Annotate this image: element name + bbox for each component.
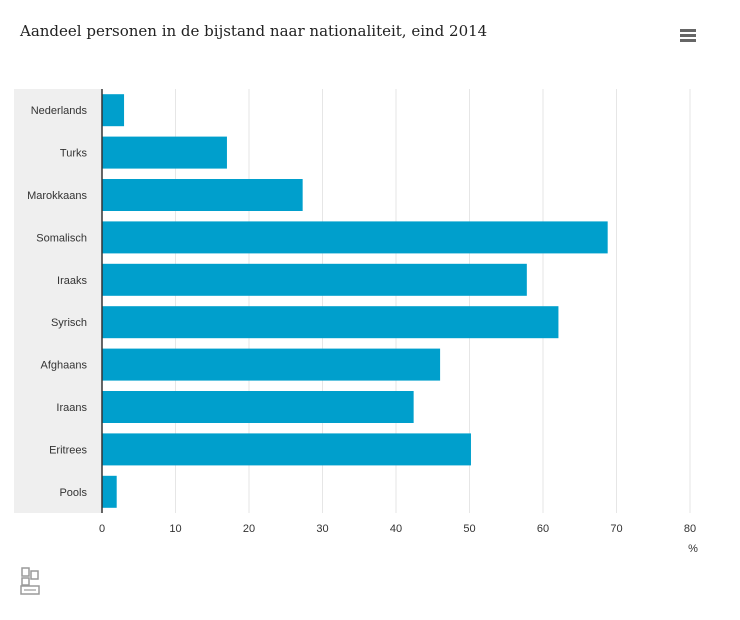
bars (102, 94, 608, 508)
bar-afghaans[interactable] (102, 348, 441, 381)
category-label: Eritrees (49, 444, 87, 456)
bar-iraaks[interactable] (102, 263, 527, 296)
category-label: Somalisch (36, 232, 87, 244)
x-tick-label: 0 (99, 523, 105, 535)
category-label: Afghaans (41, 360, 88, 372)
x-tick-labels: 0 10 20 30 40 50 60 70 80 (99, 523, 696, 535)
bar-marokkaans[interactable] (102, 179, 303, 211)
bar-iraans[interactable] (102, 391, 414, 423)
category-label: Turks (60, 148, 88, 160)
x-tick-label: 20 (243, 523, 255, 535)
x-tick-label: 70 (610, 523, 622, 535)
x-tick-label: 40 (390, 523, 402, 535)
category-label: Iraaks (57, 275, 87, 287)
category-label: Iraans (56, 402, 87, 414)
bar-somalisch[interactable] (102, 221, 608, 254)
bar-eritrees[interactable] (102, 433, 471, 466)
x-axis-unit-label: % (688, 543, 698, 555)
cbs-logo-icon (20, 567, 40, 595)
x-tick-label: 10 (169, 523, 181, 535)
x-tick-label: 30 (316, 523, 328, 535)
hamburger-menu-icon[interactable] (680, 29, 696, 43)
bar-nederlands[interactable] (102, 94, 125, 127)
category-labels: Nederlands Turks Marokkaans Somalisch Iraaks… (27, 105, 87, 499)
x-tick-label: 80 (684, 523, 696, 535)
category-label: Syrisch (51, 317, 87, 329)
chart-title: Aandeel personen in de bijstand naar nat… (20, 22, 488, 40)
bar-pools[interactable] (102, 475, 117, 508)
bar-syrisch[interactable] (102, 306, 559, 339)
category-band (14, 89, 102, 513)
category-label: Pools (59, 487, 87, 499)
x-tick-label: 60 (537, 523, 549, 535)
category-label: Marokkaans (27, 190, 87, 202)
category-label: Nederlands (31, 105, 88, 117)
bar-turks[interactable] (102, 136, 227, 169)
x-tick-label: 50 (463, 523, 475, 535)
